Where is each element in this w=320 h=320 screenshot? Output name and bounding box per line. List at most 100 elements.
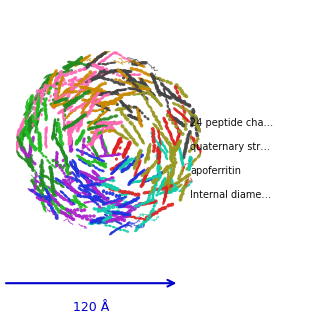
Ellipse shape — [89, 180, 93, 183]
Ellipse shape — [91, 121, 95, 124]
Ellipse shape — [163, 145, 166, 148]
Ellipse shape — [184, 180, 188, 183]
Ellipse shape — [151, 92, 155, 96]
Ellipse shape — [138, 84, 143, 87]
Ellipse shape — [135, 62, 140, 66]
Ellipse shape — [63, 125, 68, 129]
Ellipse shape — [94, 92, 98, 97]
Ellipse shape — [169, 145, 172, 150]
Ellipse shape — [152, 210, 156, 214]
Ellipse shape — [103, 142, 106, 147]
Ellipse shape — [65, 88, 70, 93]
Ellipse shape — [99, 88, 103, 92]
Ellipse shape — [64, 82, 67, 85]
Ellipse shape — [115, 157, 118, 161]
Ellipse shape — [22, 129, 25, 133]
Ellipse shape — [141, 182, 145, 186]
Ellipse shape — [14, 148, 18, 154]
Ellipse shape — [49, 200, 52, 204]
Ellipse shape — [133, 124, 136, 129]
Ellipse shape — [113, 147, 117, 152]
Ellipse shape — [53, 125, 55, 131]
Ellipse shape — [128, 141, 132, 146]
Ellipse shape — [112, 150, 116, 155]
Ellipse shape — [105, 117, 110, 121]
Ellipse shape — [132, 83, 135, 86]
Ellipse shape — [106, 71, 110, 74]
Ellipse shape — [74, 166, 77, 170]
Ellipse shape — [126, 221, 130, 224]
Ellipse shape — [69, 100, 73, 102]
Ellipse shape — [188, 167, 191, 170]
Ellipse shape — [175, 144, 180, 150]
Ellipse shape — [101, 68, 105, 72]
Ellipse shape — [139, 119, 143, 122]
Ellipse shape — [105, 128, 108, 131]
Ellipse shape — [102, 220, 106, 224]
Ellipse shape — [144, 156, 147, 162]
Ellipse shape — [159, 171, 163, 174]
Ellipse shape — [97, 73, 101, 76]
Ellipse shape — [78, 116, 84, 120]
Ellipse shape — [120, 166, 124, 169]
Ellipse shape — [30, 115, 34, 119]
Ellipse shape — [117, 132, 121, 136]
Ellipse shape — [31, 114, 35, 117]
Ellipse shape — [171, 116, 175, 120]
Ellipse shape — [48, 203, 52, 207]
Ellipse shape — [32, 116, 36, 121]
Ellipse shape — [103, 209, 107, 212]
Ellipse shape — [115, 220, 119, 223]
Ellipse shape — [193, 114, 198, 118]
Ellipse shape — [102, 111, 106, 115]
Ellipse shape — [85, 103, 88, 107]
Ellipse shape — [122, 204, 126, 208]
Ellipse shape — [20, 137, 24, 142]
Ellipse shape — [165, 149, 168, 153]
Ellipse shape — [195, 132, 199, 135]
Ellipse shape — [69, 88, 73, 92]
Ellipse shape — [70, 63, 75, 67]
Ellipse shape — [54, 72, 59, 76]
Ellipse shape — [106, 62, 110, 65]
Ellipse shape — [190, 120, 194, 124]
Ellipse shape — [52, 104, 56, 109]
Ellipse shape — [170, 203, 174, 207]
Ellipse shape — [172, 161, 178, 165]
Ellipse shape — [28, 188, 31, 191]
Ellipse shape — [90, 120, 95, 124]
Ellipse shape — [62, 126, 67, 131]
Ellipse shape — [132, 73, 136, 76]
Ellipse shape — [73, 178, 76, 181]
Ellipse shape — [169, 156, 172, 161]
Ellipse shape — [70, 180, 74, 183]
Ellipse shape — [169, 175, 172, 179]
Ellipse shape — [184, 183, 188, 186]
Ellipse shape — [108, 187, 113, 191]
Ellipse shape — [163, 168, 168, 173]
Ellipse shape — [81, 174, 85, 178]
Ellipse shape — [28, 104, 32, 110]
Ellipse shape — [166, 104, 169, 108]
Ellipse shape — [120, 124, 124, 128]
Ellipse shape — [53, 135, 56, 138]
Ellipse shape — [88, 98, 91, 102]
Ellipse shape — [27, 159, 30, 164]
Ellipse shape — [140, 78, 144, 81]
Ellipse shape — [100, 221, 105, 224]
Ellipse shape — [42, 154, 45, 157]
Ellipse shape — [67, 129, 71, 133]
Ellipse shape — [140, 78, 144, 82]
Ellipse shape — [133, 127, 137, 132]
Ellipse shape — [69, 142, 73, 146]
Ellipse shape — [100, 128, 104, 131]
Ellipse shape — [196, 145, 199, 148]
Ellipse shape — [82, 90, 85, 93]
Ellipse shape — [62, 90, 67, 95]
Ellipse shape — [74, 164, 77, 169]
Ellipse shape — [63, 179, 68, 184]
Ellipse shape — [57, 74, 61, 79]
Ellipse shape — [67, 132, 71, 137]
Ellipse shape — [60, 206, 64, 210]
Ellipse shape — [50, 203, 53, 205]
